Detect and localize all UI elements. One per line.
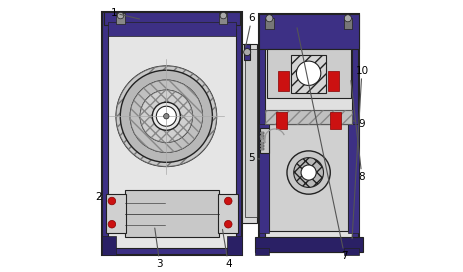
Bar <box>267 50 350 98</box>
Circle shape <box>294 158 324 187</box>
Circle shape <box>152 102 181 130</box>
Circle shape <box>120 70 213 162</box>
Bar <box>269 124 348 231</box>
Circle shape <box>220 12 226 19</box>
Bar <box>108 29 236 248</box>
Text: 7: 7 <box>297 28 348 261</box>
Bar <box>101 236 117 255</box>
Bar <box>344 248 359 255</box>
Bar <box>125 190 219 237</box>
Circle shape <box>156 106 176 126</box>
Bar <box>255 237 363 252</box>
Circle shape <box>287 151 330 194</box>
Circle shape <box>117 12 124 19</box>
Text: 5: 5 <box>249 153 260 163</box>
Bar <box>104 11 240 25</box>
Bar <box>265 18 274 29</box>
Text: 6: 6 <box>245 13 255 47</box>
Circle shape <box>108 220 116 228</box>
Circle shape <box>140 90 192 142</box>
Circle shape <box>116 66 216 166</box>
Circle shape <box>296 61 321 85</box>
Circle shape <box>108 197 116 205</box>
Bar <box>278 71 289 91</box>
Bar <box>265 22 352 244</box>
Bar <box>276 112 287 129</box>
Text: 8: 8 <box>351 81 365 182</box>
Circle shape <box>301 165 316 180</box>
Circle shape <box>130 80 202 152</box>
Text: 4: 4 <box>223 229 232 269</box>
Circle shape <box>130 80 202 152</box>
Circle shape <box>244 49 250 56</box>
Bar <box>348 124 359 233</box>
Circle shape <box>140 90 192 142</box>
Circle shape <box>225 197 232 205</box>
Bar <box>245 50 257 217</box>
Bar <box>108 22 236 36</box>
Text: 1: 1 <box>111 8 139 19</box>
Bar <box>260 128 269 153</box>
Bar <box>344 18 352 29</box>
Bar <box>258 14 359 252</box>
Text: 3: 3 <box>155 228 163 269</box>
Bar <box>291 55 326 93</box>
Bar <box>255 248 269 255</box>
Bar <box>242 44 257 222</box>
Bar <box>101 11 242 255</box>
Bar <box>260 142 264 144</box>
Bar <box>260 138 264 140</box>
Bar <box>260 148 264 150</box>
Bar <box>218 194 238 233</box>
Bar <box>117 13 125 24</box>
Bar <box>106 194 126 233</box>
Bar <box>219 13 227 24</box>
Bar <box>328 71 339 91</box>
Bar <box>258 14 359 50</box>
Text: 9: 9 <box>353 119 365 129</box>
Bar <box>260 135 264 137</box>
Bar <box>260 145 264 147</box>
Circle shape <box>344 15 351 22</box>
Bar <box>330 112 341 129</box>
Circle shape <box>116 66 216 166</box>
Bar <box>265 110 352 124</box>
Bar <box>258 124 269 233</box>
Bar <box>265 110 352 124</box>
Bar <box>227 236 242 255</box>
Circle shape <box>266 15 273 22</box>
Circle shape <box>163 113 169 119</box>
Text: 2: 2 <box>95 192 102 202</box>
Bar <box>244 44 250 60</box>
Bar <box>260 132 264 134</box>
Text: 10: 10 <box>352 66 369 239</box>
Circle shape <box>225 220 232 228</box>
